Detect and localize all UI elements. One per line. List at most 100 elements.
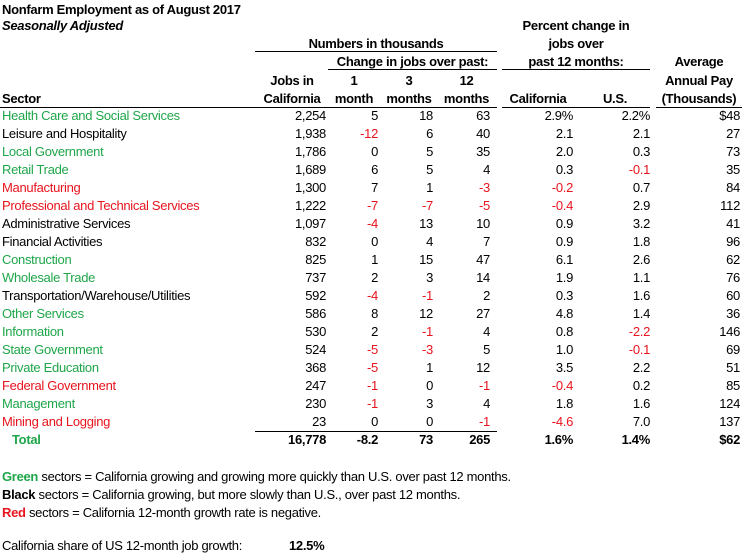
cell-m12: -3 (479, 180, 490, 195)
cell-m12: 47 (476, 252, 490, 267)
cell-pay: 76 (726, 270, 740, 285)
percent-group-header-2: jobs over (548, 36, 604, 51)
cell-pay: 41 (726, 216, 740, 231)
cell-m1: 5 (371, 108, 378, 123)
cell-jobs: 1,222 (294, 198, 326, 213)
sector-name: Total (12, 432, 41, 447)
cell-jobs: 592 (305, 288, 326, 303)
cell-m3: 3 (426, 396, 433, 411)
cell-us: -2.2 (628, 324, 651, 339)
cell-m3: 3 (426, 270, 433, 285)
cell-us: 2.6 (632, 252, 650, 267)
table-row: Professional and Technical Services 1,222… (0, 198, 749, 216)
cell-m12: -1 (479, 378, 490, 393)
cell-us: 1.6 (632, 288, 650, 303)
cell-m3: 5 (426, 162, 433, 177)
cell-m3: 13 (419, 216, 433, 231)
legend-green-text: sectors = California growing and growing… (38, 469, 511, 484)
sector-name: Other Services (2, 306, 84, 321)
cell-m1: -4 (367, 216, 378, 231)
cell-m1: -1 (367, 378, 378, 393)
table-row: Local Government 1,786 0 5 35 2.0 0.3 73 (0, 144, 749, 162)
cell-m1: 8 (371, 306, 378, 321)
cell-jobs: 825 (305, 252, 326, 267)
cell-jobs: 1,938 (294, 126, 326, 141)
total-divider (255, 431, 497, 432)
cell-m3: 4 (426, 234, 433, 249)
cell-jobs: 16,778 (288, 432, 326, 447)
cell-pay: $48 (719, 108, 740, 123)
sector-name: Federal Government (2, 378, 116, 393)
cell-m12: 5 (483, 342, 490, 357)
cell-jobs: 1,786 (294, 144, 326, 159)
cell-m12: 63 (476, 108, 490, 123)
cell-ca: -4.6 (551, 414, 574, 429)
table-row: Federal Government 247 -1 0 -1 -0.4 0.2 85 (0, 378, 749, 396)
cell-ca: 0.9 (555, 234, 573, 249)
cell-m1: 2 (371, 324, 378, 339)
cell-m1: -8.2 (356, 432, 379, 447)
twelve-month-header: 12 (459, 73, 474, 88)
jobs-header: California (263, 91, 321, 106)
legend-black-word: Black (2, 487, 36, 502)
table-row: Manufacturing 1,300 7 1 -3 -0.2 0.7 84 (0, 180, 749, 198)
change-group-header: Change in jobs over past: (336, 54, 489, 69)
cell-m1: 0 (371, 234, 378, 249)
share-value: 12.5% (289, 538, 325, 553)
sector-name: Private Education (2, 360, 99, 375)
table-row: Other Services 586 8 12 27 4.8 1.4 36 (0, 306, 749, 324)
divider (656, 107, 742, 108)
percent-group-header-3: past 12 months: (528, 54, 624, 69)
cell-jobs: 2,254 (294, 108, 326, 123)
cell-m1: 0 (371, 414, 378, 429)
cell-m3: -7 (422, 198, 433, 213)
one-month-header: 1 (350, 73, 358, 88)
cell-pay: 85 (726, 378, 740, 393)
cell-pay: 124 (719, 396, 740, 411)
cell-ca: 1.9 (555, 270, 573, 285)
cell-m1: -5 (367, 360, 378, 375)
table-row: Administrative Services 1,097 -4 13 10 0.9 3.2… (0, 216, 749, 234)
sector-name: Health Care and Social Services (2, 108, 180, 123)
cell-m3: 1 (426, 360, 433, 375)
table-row: State Government 524 -5 -3 5 1.0 -0.1 69 (0, 342, 749, 360)
cell-m12: 4 (483, 324, 490, 339)
cell-ca: 3.5 (555, 360, 573, 375)
cell-m3: 12 (419, 306, 433, 321)
cell-us: 2.2 (632, 360, 650, 375)
page-title: Nonfarm Employment as of August 2017 (2, 2, 241, 17)
cell-m1: 2 (371, 270, 378, 285)
divider (255, 51, 497, 52)
legend-green: Green sectors = California growing and g… (2, 469, 511, 484)
cell-m12: 2 (483, 288, 490, 303)
cell-m12: 27 (476, 306, 490, 321)
cell-jobs: 23 (312, 414, 326, 429)
cell-m3: 6 (426, 126, 433, 141)
cell-m3: 0 (426, 378, 433, 393)
cell-m1: 7 (371, 180, 378, 195)
cell-m12: -5 (479, 198, 490, 213)
cell-m1: 0 (371, 144, 378, 159)
sector-name: Mining and Logging (2, 414, 111, 429)
jobs-header: Jobs in (270, 73, 314, 88)
cell-ca: 2.1 (555, 126, 573, 141)
cell-m12: 35 (476, 144, 490, 159)
cell-pay: 84 (726, 180, 740, 195)
sector-name: Professional and Technical Services (2, 198, 200, 213)
cell-jobs: 368 (305, 360, 326, 375)
cell-ca: 0.9 (555, 216, 573, 231)
pct-ca-header: California (509, 91, 567, 106)
table-row: Management 230 -1 3 4 1.8 1.6 124 (0, 396, 749, 414)
cell-ca: 0.3 (555, 288, 573, 303)
cell-pay: 146 (719, 324, 740, 339)
cell-m1: 1 (371, 252, 378, 267)
cell-ca: 2.9% (544, 108, 574, 123)
cell-pay: 62 (726, 252, 740, 267)
sector-name: Local Government (2, 144, 104, 159)
cell-us: 1.4% (621, 432, 651, 447)
table-row: Leisure and Hospitality 1,938 -12 6 40 2.1 2.1… (0, 126, 749, 144)
legend-red-text: sectors = California 12-month growth rat… (25, 505, 321, 520)
divider (0, 107, 497, 108)
cell-jobs: 230 (305, 396, 326, 411)
cell-pay: 69 (726, 342, 740, 357)
